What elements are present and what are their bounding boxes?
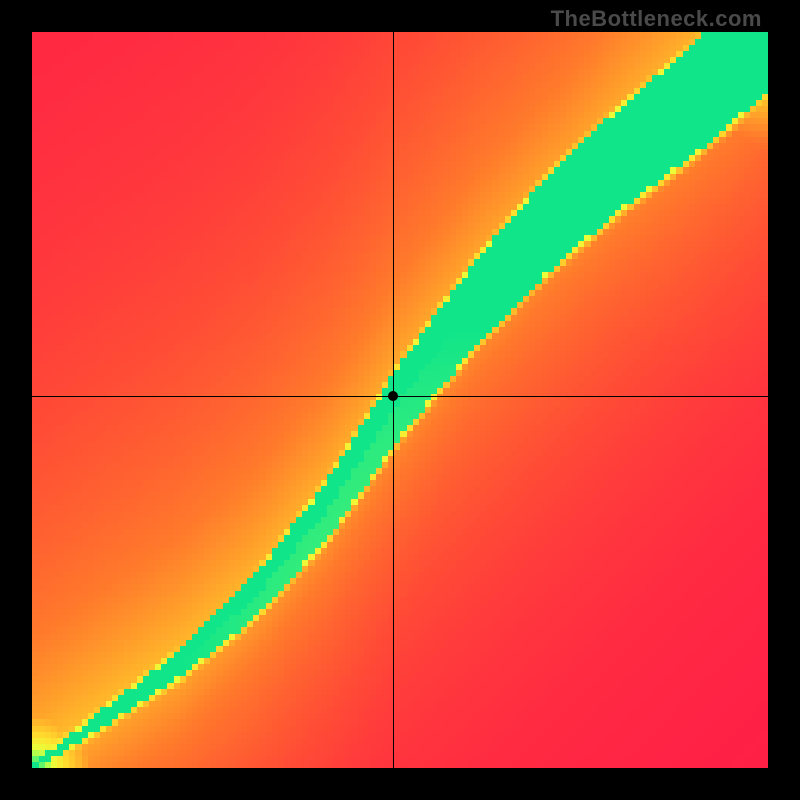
crosshair-marker bbox=[388, 391, 398, 401]
watermark-text: TheBottleneck.com bbox=[551, 6, 762, 32]
bottleneck-heatmap bbox=[32, 32, 768, 768]
chart-container: { "watermark": { "text": "TheBottleneck.… bbox=[0, 0, 800, 800]
crosshair-horizontal bbox=[32, 396, 768, 397]
